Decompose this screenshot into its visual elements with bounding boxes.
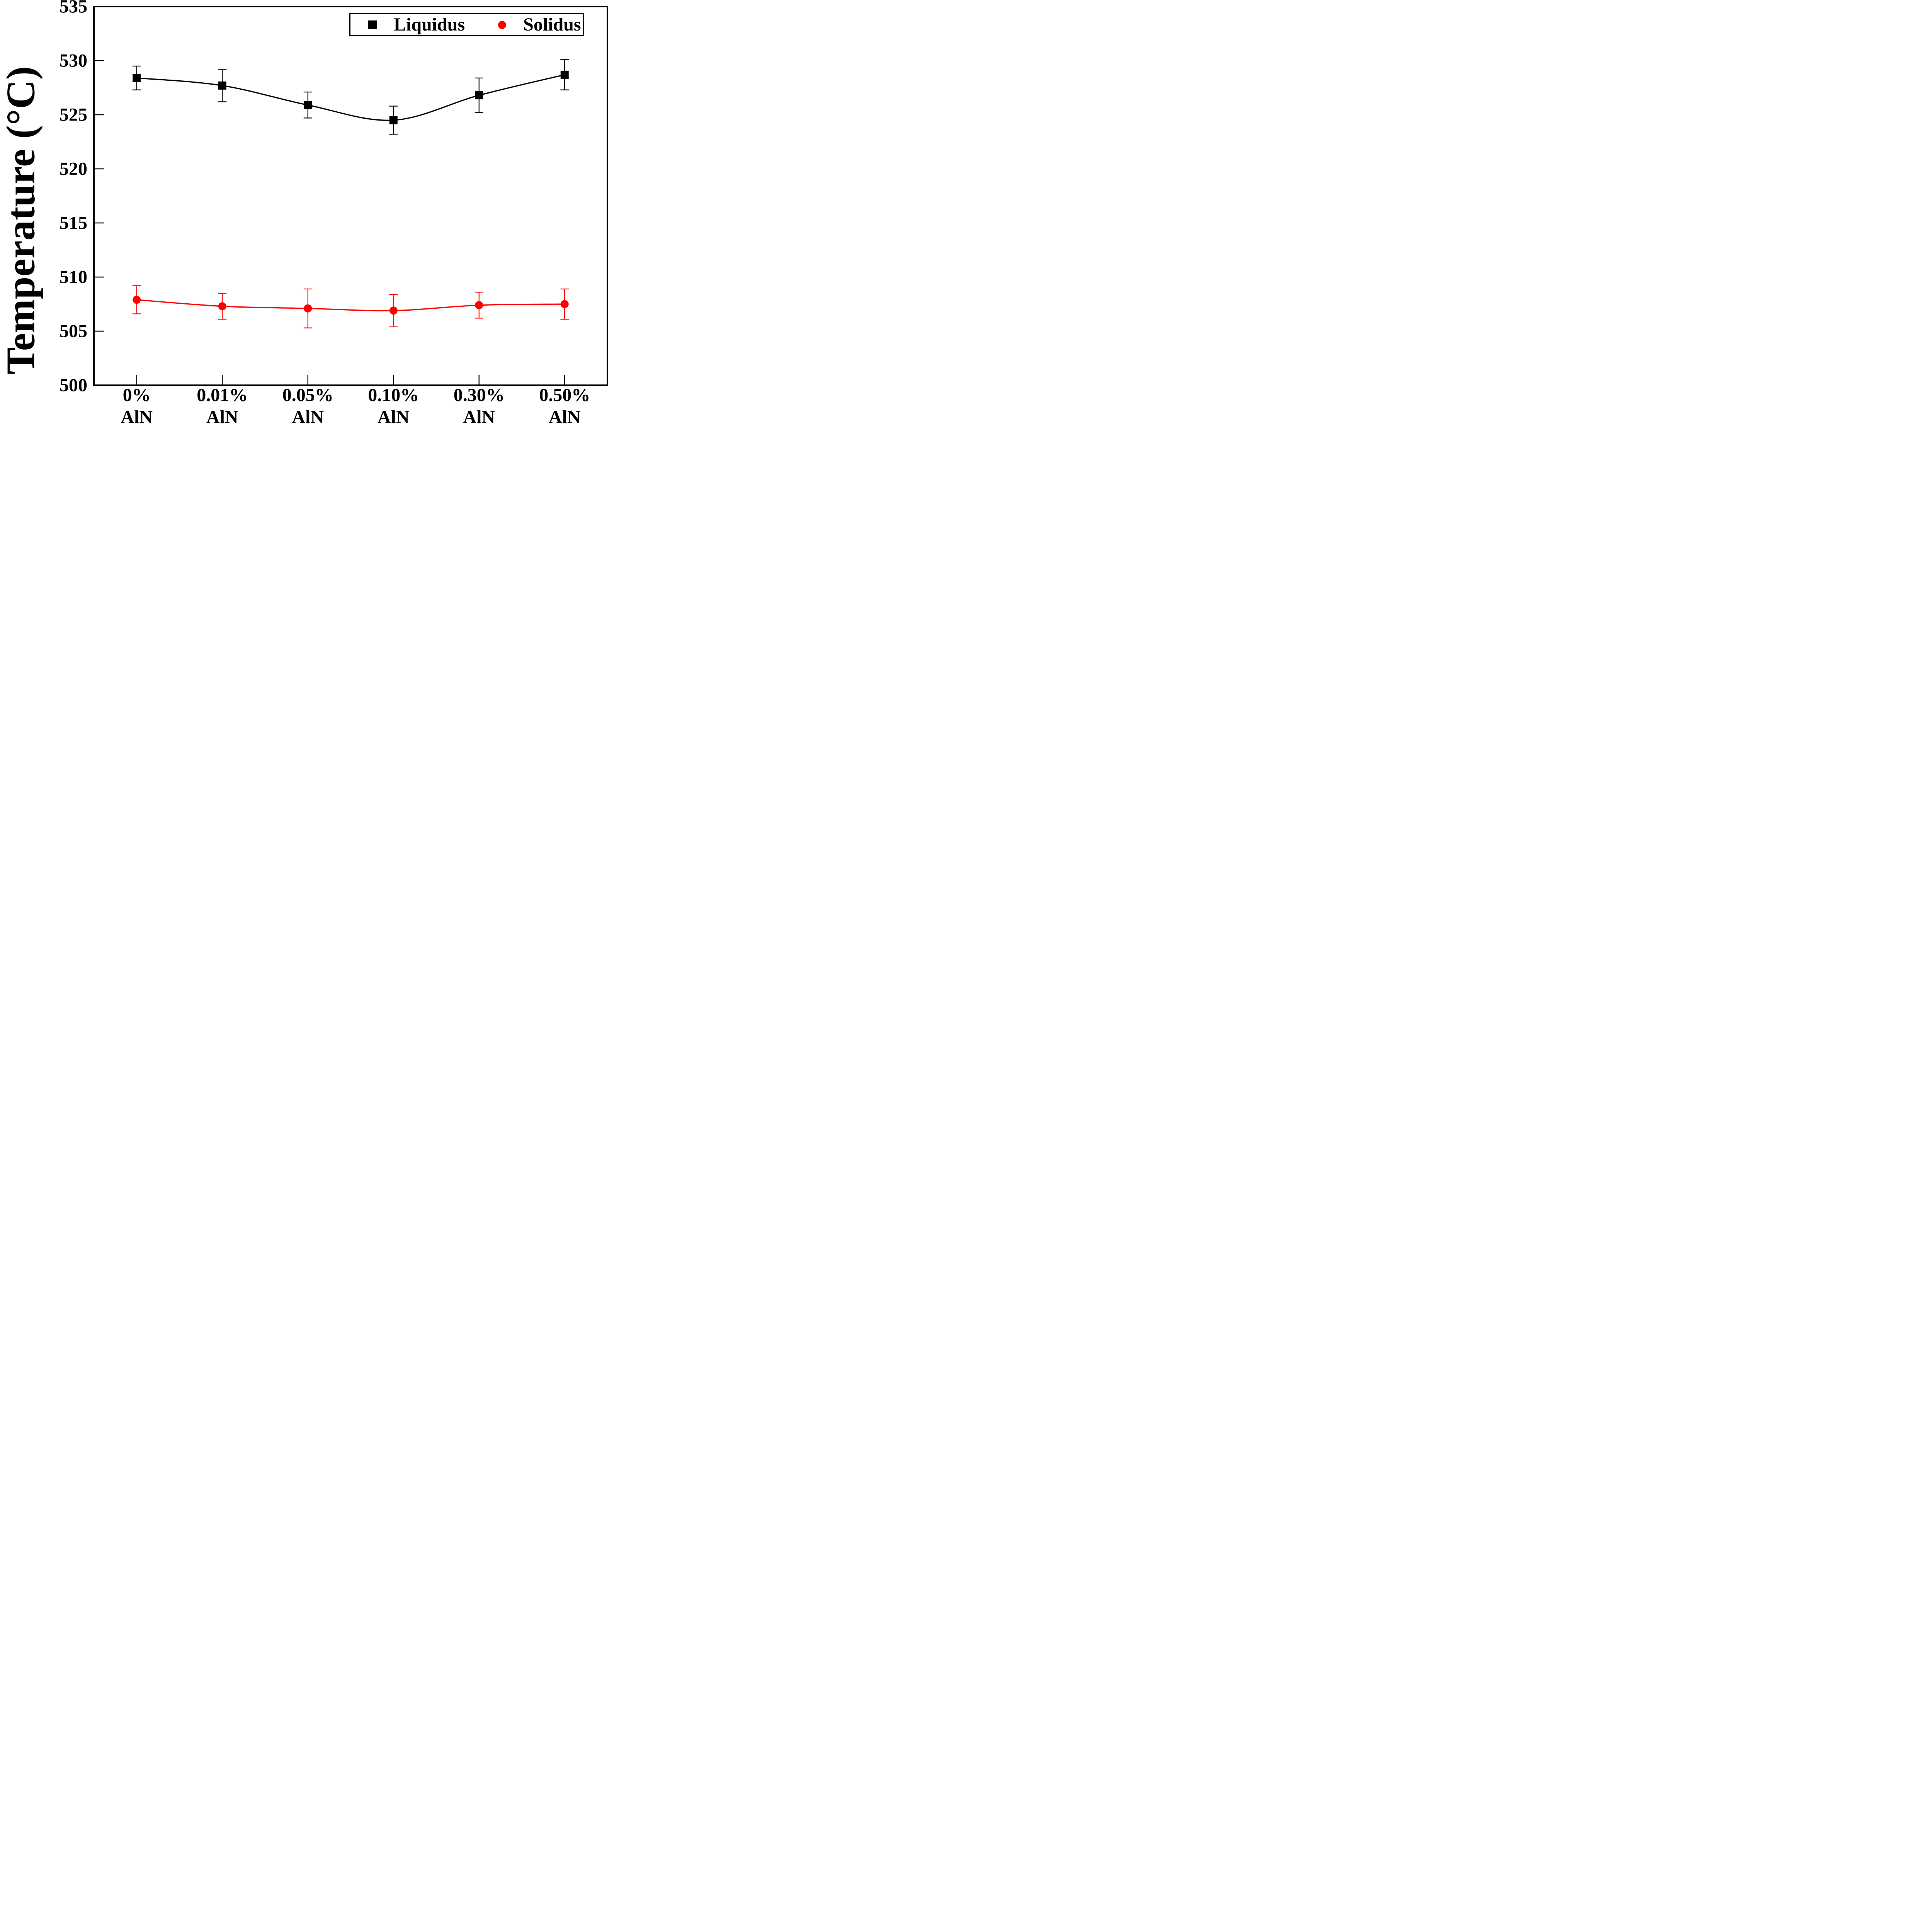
liquidus-marker <box>560 70 569 79</box>
y-tick-label: 520 <box>60 159 87 179</box>
x-tick-label-line1: 0.50% <box>539 385 590 405</box>
y-tick-label: 530 <box>60 51 87 71</box>
liquidus-square-icon <box>368 20 377 29</box>
x-tick-label-line2: AlN <box>378 407 410 427</box>
chart-svg: 5005055105155205255305350%AlN0.01%AlN0.0… <box>60 0 608 427</box>
y-axis-title: Temperature (°C) <box>0 66 43 374</box>
legend-item-liquidus: Liquidus <box>368 15 465 34</box>
solidus-marker <box>304 304 312 313</box>
y-tick-label: 535 <box>60 0 87 17</box>
x-tick-label-line1: 0.01% <box>197 385 248 405</box>
x-tick-label-line2: AlN <box>292 407 324 427</box>
liquidus-marker <box>475 91 483 100</box>
liquidus-marker <box>389 116 398 124</box>
liquidus-marker <box>133 74 141 82</box>
x-tick-label-line1: 0% <box>123 385 151 405</box>
y-tick-label: 515 <box>60 213 87 233</box>
x-tick-label-line1: 0.05% <box>282 385 333 405</box>
x-tick-label-line2: AlN <box>463 407 495 427</box>
x-tick-label-line2: AlN <box>206 407 238 427</box>
solidus-curve <box>136 299 565 311</box>
figure: 500 505 510 515 520 525 530 535 0% AlN 0.01% AlN 0.0… <box>0 0 609 430</box>
y-tick-label: 525 <box>60 105 87 125</box>
y-tick-label: 505 <box>60 321 87 342</box>
solidus-marker <box>475 301 483 310</box>
solidus-marker <box>389 306 398 315</box>
liquidus-marker <box>304 101 312 109</box>
legend-item-solidus: Solidus <box>498 15 581 34</box>
y-tick-label: 500 <box>60 375 87 396</box>
solidus-marker <box>560 300 569 308</box>
solidus-circle-icon <box>498 20 507 29</box>
solidus-marker <box>218 302 226 311</box>
legend-label-liquidus: Liquidus <box>394 14 465 35</box>
legend: Liquidus Solidus <box>349 13 584 36</box>
x-tick-label-line1: 0.10% <box>368 385 419 405</box>
x-tick-label-line2: AlN <box>549 407 581 427</box>
liquidus-marker <box>218 81 226 90</box>
y-tick-label: 510 <box>60 267 87 287</box>
x-tick-label-line1: 0.30% <box>454 385 505 405</box>
legend-label-solidus: Solidus <box>523 14 581 35</box>
plot-frame <box>93 6 608 386</box>
solidus-marker <box>133 296 141 304</box>
liquidus-curve <box>136 74 565 121</box>
x-tick-label-line2: AlN <box>121 407 153 427</box>
